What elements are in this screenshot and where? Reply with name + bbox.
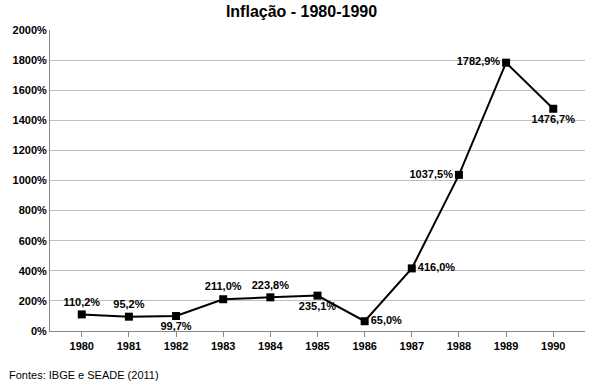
svg-text:1400%: 1400%	[13, 114, 47, 126]
svg-text:1980: 1980	[70, 340, 94, 352]
svg-text:1600%: 1600%	[13, 84, 47, 96]
svg-text:1782,9%: 1782,9%	[457, 55, 501, 67]
svg-text:1800%: 1800%	[13, 54, 47, 66]
svg-text:2000%: 2000%	[13, 24, 47, 36]
svg-text:110,2%: 110,2%	[63, 296, 100, 308]
svg-text:99,7%: 99,7%	[160, 320, 191, 332]
svg-text:1988: 1988	[447, 340, 471, 352]
svg-text:Inflação - 1980-1990: Inflação - 1980-1990	[226, 3, 377, 20]
svg-text:1989: 1989	[494, 340, 518, 352]
svg-text:211,0%: 211,0%	[205, 280, 242, 292]
svg-text:1986: 1986	[352, 340, 376, 352]
svg-text:95,2%: 95,2%	[113, 298, 144, 310]
svg-text:600%: 600%	[19, 235, 47, 247]
svg-text:0%: 0%	[31, 325, 47, 337]
svg-text:1476,7%: 1476,7%	[532, 113, 576, 125]
svg-text:1984: 1984	[258, 340, 283, 352]
svg-text:1981: 1981	[117, 340, 141, 352]
svg-text:1982: 1982	[164, 340, 188, 352]
svg-text:235,1%: 235,1%	[299, 300, 337, 312]
svg-text:1037,5%: 1037,5%	[410, 168, 454, 180]
svg-text:200%: 200%	[19, 295, 47, 307]
svg-text:800%: 800%	[19, 204, 47, 216]
svg-text:416,0%: 416,0%	[418, 261, 456, 273]
svg-text:1985: 1985	[305, 340, 329, 352]
svg-text:1987: 1987	[400, 340, 424, 352]
svg-text:Fontes: IBGE e SEADE (2011): Fontes: IBGE e SEADE (2011)	[9, 369, 159, 381]
svg-text:1200%: 1200%	[13, 144, 47, 156]
svg-text:1000%: 1000%	[13, 174, 47, 186]
svg-text:65,0%: 65,0%	[371, 314, 402, 326]
svg-text:1990: 1990	[541, 340, 565, 352]
svg-text:1983: 1983	[211, 340, 235, 352]
svg-text:223,8%: 223,8%	[252, 279, 290, 291]
svg-text:400%: 400%	[19, 265, 47, 277]
